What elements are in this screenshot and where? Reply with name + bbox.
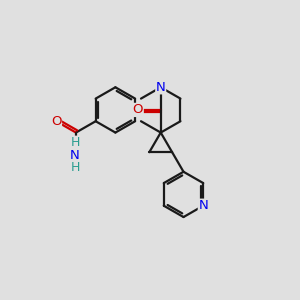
Text: O: O xyxy=(133,103,143,116)
Text: N: N xyxy=(198,199,208,212)
Text: H: H xyxy=(71,161,81,174)
Text: H: H xyxy=(71,136,81,149)
Text: N: N xyxy=(156,81,166,94)
Text: N: N xyxy=(70,149,80,162)
Text: O: O xyxy=(51,115,62,128)
